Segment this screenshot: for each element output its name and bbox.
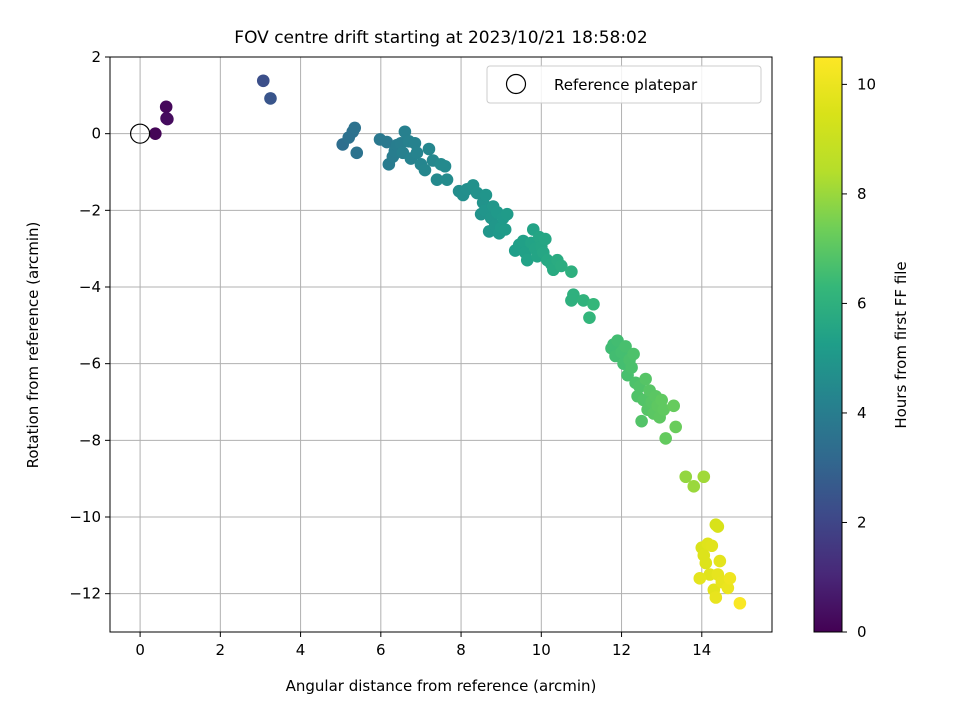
data-point: [422, 142, 436, 156]
data-point: [520, 253, 534, 267]
data-point: [410, 146, 424, 160]
data-point: [619, 340, 632, 353]
y-tick-label: −8: [79, 431, 101, 449]
colorbar-tick-label: 10: [857, 75, 876, 93]
colorbar-ticks: 0 2 4 6 8 10: [842, 75, 876, 641]
x-tick-label: 6: [376, 641, 386, 659]
y-tick-label: 0: [91, 125, 101, 143]
colorbar-tick-label: 2: [857, 513, 867, 531]
data-point: [693, 572, 707, 585]
data-point: [264, 92, 277, 105]
data-point: [655, 393, 668, 407]
data-point: [161, 112, 174, 126]
colorbar-label: Hours from first FF file: [892, 261, 910, 428]
data-point: [659, 432, 672, 445]
x-axis-label: Angular distance from reference (arcmin): [286, 677, 597, 695]
data-point: [699, 556, 713, 570]
data-point: [687, 480, 701, 493]
legend: Reference platepar: [486, 65, 762, 104]
data-point: [438, 159, 452, 173]
data-point: [697, 470, 711, 484]
colorbar-tick-label: 4: [857, 404, 867, 422]
legend-label: Reference platepar: [554, 76, 698, 94]
data-point: [713, 554, 727, 568]
data-point: [479, 188, 493, 202]
data-point: [627, 347, 640, 361]
data-point: [679, 470, 693, 484]
reference-marker: [129, 123, 151, 144]
data-point: [149, 127, 162, 140]
x-tick-label: 2: [216, 641, 226, 659]
data-point: [705, 539, 719, 553]
data-point: [159, 100, 173, 114]
axes-frame: [109, 56, 773, 633]
data-point: [565, 265, 578, 278]
colorbar-gradient: [813, 56, 843, 633]
x-tick-label: 14: [692, 641, 711, 659]
data-point: [498, 223, 512, 236]
reference-layer: [129, 123, 151, 144]
x-tick-label: 4: [296, 641, 306, 659]
data-point: [350, 146, 364, 160]
data-point: [539, 232, 552, 246]
y-tick-label: 2: [91, 48, 101, 66]
x-tick-label: 0: [135, 641, 145, 659]
y-tick-label: −12: [69, 585, 101, 603]
data-point: [583, 311, 596, 324]
colorbar: 0 2 4 6 8 10 Hours from first FF file: [813, 56, 910, 641]
data-point: [348, 121, 362, 135]
data-point: [398, 125, 412, 139]
data-point: [500, 207, 514, 221]
data-point: [733, 596, 747, 610]
colorbar-tick-label: 6: [857, 294, 867, 312]
data-point: [639, 372, 652, 386]
data-point: [380, 135, 394, 149]
data-point: [657, 403, 670, 416]
data-point: [709, 591, 723, 604]
data-point: [587, 297, 600, 311]
x-tick-label: 12: [612, 641, 631, 659]
data-point: [721, 581, 735, 595]
legend-marker: [505, 73, 527, 95]
x-axis: 0 2 4 6 8 10 12 14: [135, 632, 711, 659]
data-point: [667, 399, 681, 413]
data-point: [577, 294, 590, 307]
data-point: [635, 414, 648, 428]
colorbar-tick-label: 0: [857, 623, 867, 641]
grid-layer: [110, 56, 772, 632]
data-point: [669, 420, 683, 434]
chart-title: FOV centre drift starting at 2023/10/21 …: [234, 28, 647, 48]
y-tick-label: −4: [79, 278, 101, 296]
data-point: [723, 572, 737, 585]
data-point: [408, 136, 422, 150]
data-point: [625, 361, 638, 374]
y-axis-label: Rotation from reference (arcmin): [24, 222, 42, 469]
x-tick-label: 8: [456, 641, 466, 659]
data-point: [555, 259, 568, 273]
data-point: [711, 520, 725, 533]
y-tick-label: −6: [79, 355, 101, 373]
data-point: [440, 173, 454, 186]
y-tick-label: −2: [79, 201, 101, 219]
data-point: [418, 163, 432, 177]
points-layer: [149, 74, 747, 610]
y-axis: −12 −10 −8 −6 −4 −2 0 2: [69, 48, 110, 603]
data-point: [430, 173, 444, 186]
data-point: [256, 74, 270, 88]
y-tick-label: −10: [69, 508, 101, 526]
colorbar-tick-label: 8: [857, 185, 867, 203]
x-tick-label: 10: [532, 641, 551, 659]
data-point: [565, 294, 578, 307]
